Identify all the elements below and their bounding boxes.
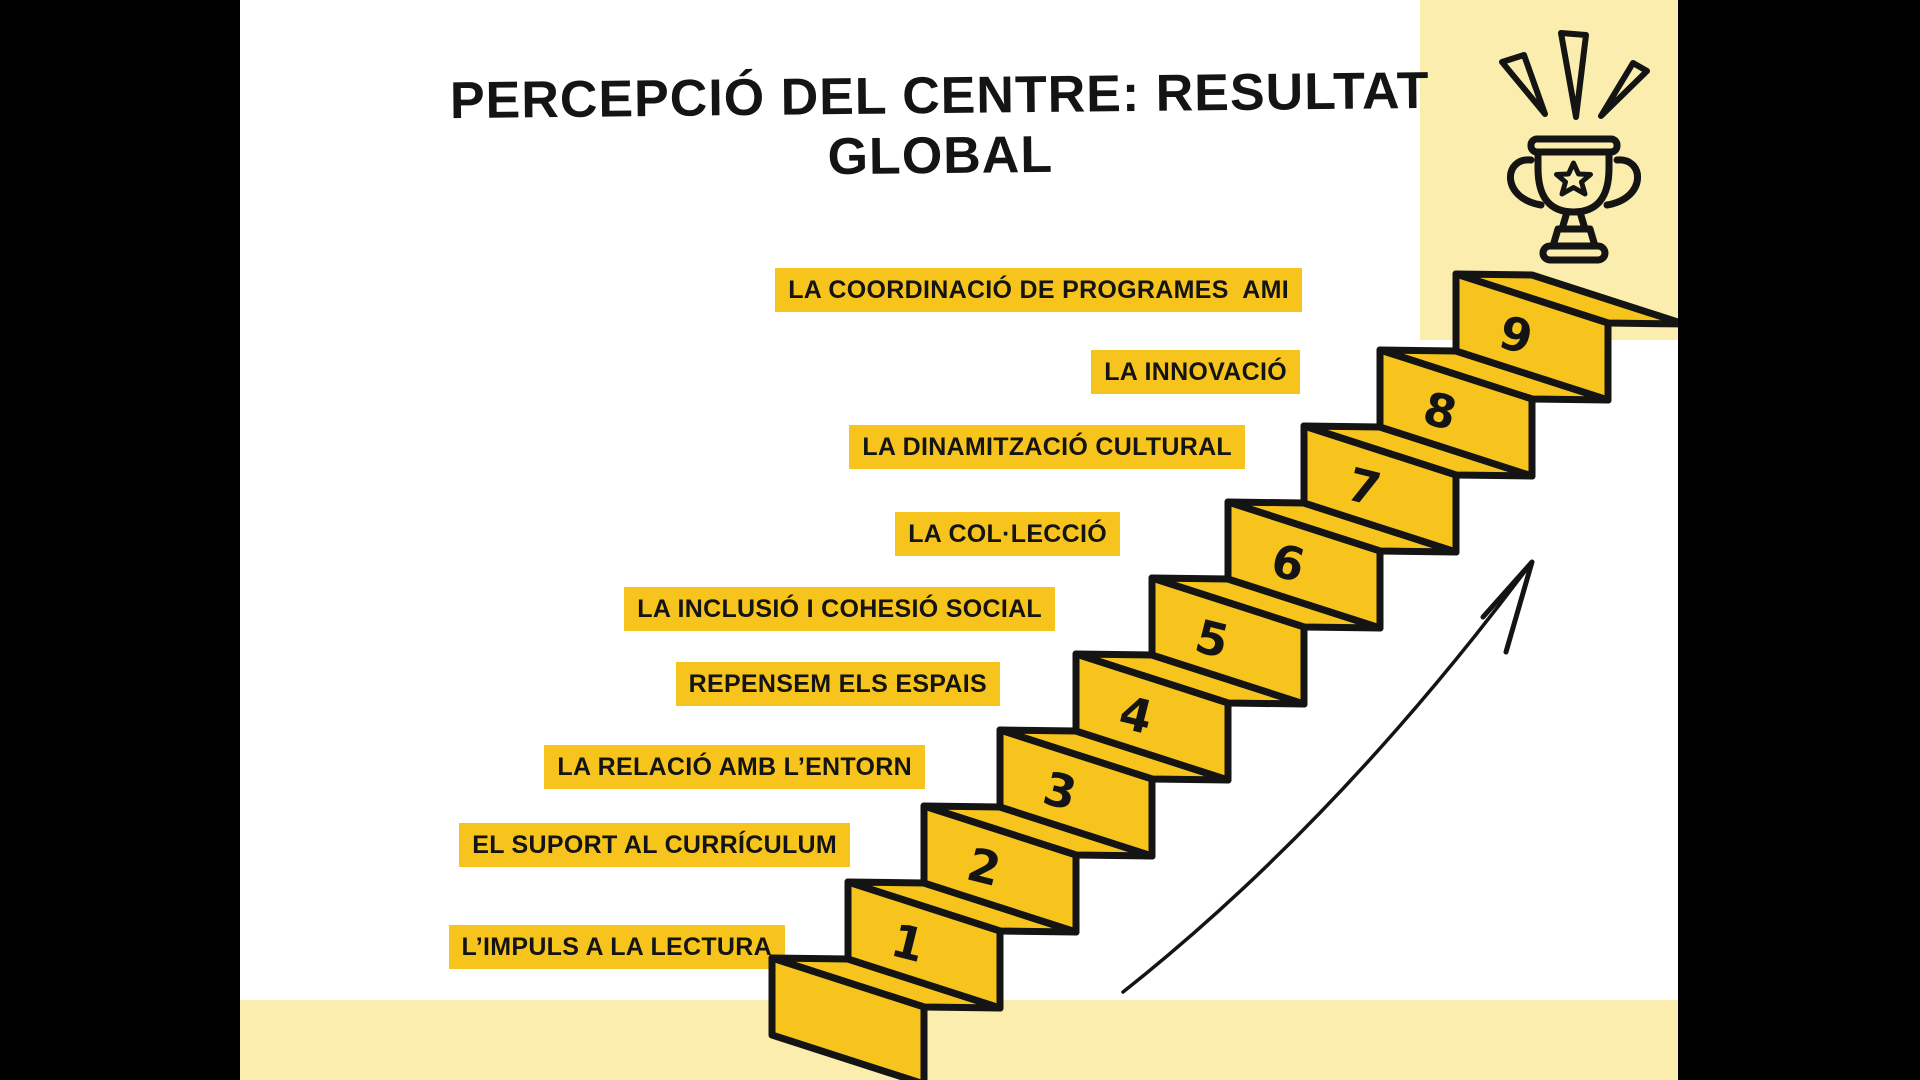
- step-label-1: L’IMPULS A LA LECTURA: [448, 925, 785, 969]
- stair-riser-8: [1376, 346, 1536, 480]
- stair-riser-9: [1452, 270, 1612, 404]
- step-label-6: LA COL·LECCIÓ: [895, 512, 1120, 556]
- stair-riser-7: [1300, 422, 1460, 556]
- presentation-slide: PERCEPCIÓ DEL CENTRE: RESULTAT GLOBAL L’…: [240, 0, 1678, 1080]
- stair-riser-5: [1148, 574, 1308, 708]
- celebration-rays-icon: [1499, 30, 1650, 120]
- star-icon: [1554, 160, 1593, 197]
- staircase-steps: [768, 270, 1678, 1080]
- stair-riser-4: [1072, 650, 1232, 784]
- step-label-7: LA DINAMITZACIÓ CULTURAL: [849, 425, 1245, 469]
- stair-riser-3: [996, 726, 1156, 860]
- stair-riser-6: [1224, 498, 1384, 632]
- step-label-4: REPENSEM ELS ESPAIS: [675, 662, 1000, 706]
- ascending-arrow-icon: [1121, 559, 1535, 994]
- stair-riser-1: [844, 878, 1004, 1012]
- step-label-2: EL SUPORT AL CURRÍCULUM: [459, 823, 850, 867]
- trophy-with-star-icon: [1499, 30, 1650, 264]
- step-label-3: LA RELACIÓ AMB L’ENTORN: [544, 745, 925, 789]
- step-label-5: LA INCLUSIÓ I COHESIÓ SOCIAL: [624, 587, 1055, 631]
- step-label-9: LA COORDINACIÓ DE PROGRAMES AMI: [775, 268, 1302, 312]
- stair-riser-0: [768, 954, 928, 1080]
- stair-riser-2: [920, 802, 1080, 936]
- bottom-accent-band: [240, 1000, 1678, 1080]
- step-label-8: LA INNOVACIÓ: [1091, 350, 1300, 394]
